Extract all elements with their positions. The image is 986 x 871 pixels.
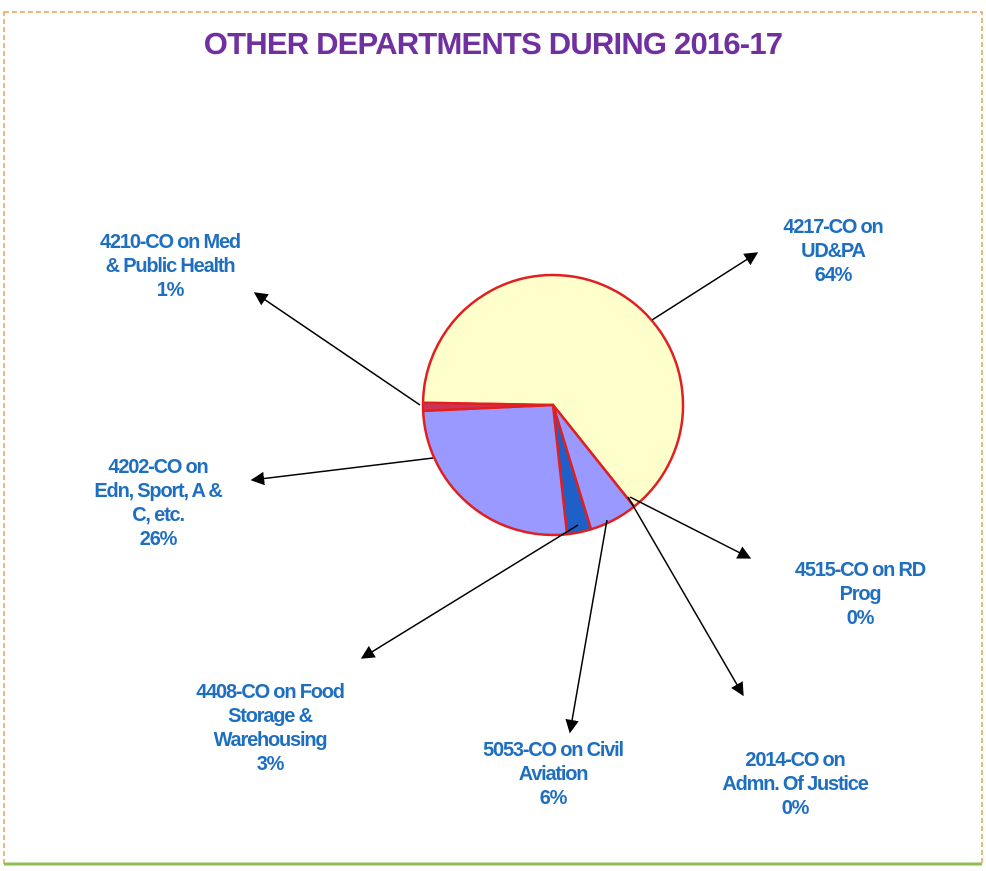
category-label: 2014-CO on Admn. Of Justice <box>722 749 868 795</box>
slice-label: 4515-CO on RD Prog 0% <box>750 558 970 630</box>
slice-label: 5053-CO on Civil Aviation 6% <box>443 738 663 810</box>
value-label: 0% <box>846 607 875 629</box>
value-label: 26% <box>139 528 178 550</box>
category-label: 4217-CO on UD&PA <box>783 216 883 262</box>
value-label: 64% <box>814 264 853 286</box>
pie-slice <box>421 401 555 413</box>
value-label: 6% <box>539 787 568 809</box>
leader-arrow <box>629 496 752 559</box>
pie-slice <box>421 273 685 508</box>
category-label: 4202-CO on Edn, Sport, A & C, etc. <box>94 456 222 526</box>
slice-label: 4408-CO on Food Storage & Warehousing 3% <box>160 680 380 776</box>
category-label: 4515-CO on RD Prog <box>795 559 926 605</box>
category-label: 5053-CO on Civil Aviation <box>483 739 624 785</box>
value-label: 3% <box>256 753 285 775</box>
value-label: 1% <box>156 279 185 301</box>
leader-arrow <box>250 457 434 486</box>
value-label: 0% <box>781 797 810 819</box>
category-label: 4210-CO on Med & Public Health <box>100 231 241 277</box>
leader-arrow <box>360 524 579 659</box>
leader-arrow <box>627 496 744 697</box>
slice-label: 4217-CO on UD&PA 64% <box>723 215 943 287</box>
frame <box>3 11 983 865</box>
pie-slice <box>421 403 569 537</box>
slice-label: 2014-CO on Admn. Of Justice 0% <box>685 748 905 820</box>
chart-title: OTHER DEPARTMENTS DURING 2016-17 <box>203 26 783 61</box>
slice-label: 4202-CO on Edn, Sport, A & C, etc. 26% <box>48 455 268 551</box>
slice-label: 4210-CO on Med & Public Health 1% <box>60 230 280 302</box>
leader-arrow <box>253 292 421 406</box>
leader-arrow <box>651 252 759 321</box>
leader-arrow <box>565 519 608 734</box>
category-label: 4408-CO on Food Storage & Warehousing <box>196 681 345 751</box>
